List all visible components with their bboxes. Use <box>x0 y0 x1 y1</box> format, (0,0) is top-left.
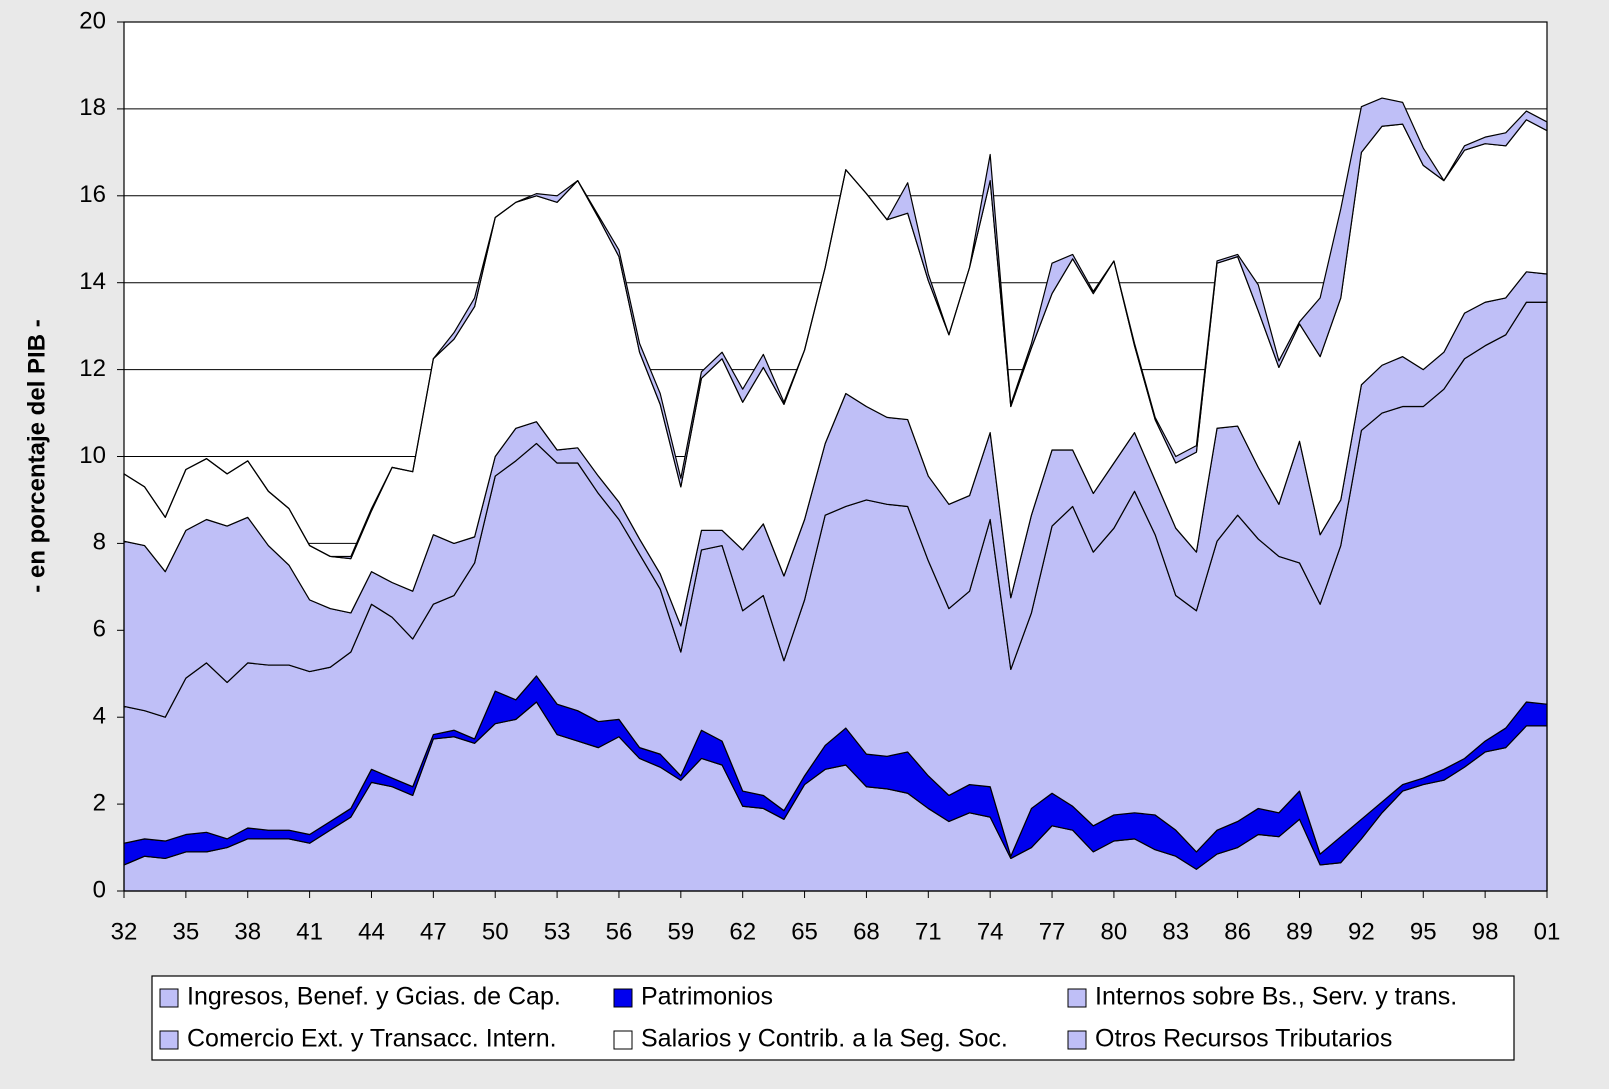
y-tick-label: 6 <box>93 616 106 643</box>
y-tick-label: 4 <box>93 703 106 730</box>
legend-swatch <box>159 1030 179 1050</box>
y-tick-label: 16 <box>79 181 106 208</box>
legend-swatch <box>159 988 179 1008</box>
legend-label: Ingresos, Benef. y Gcias. de Cap. <box>187 983 561 1011</box>
x-tick-label: 47 <box>420 918 447 945</box>
legend-label: Otros Recursos Tributarios <box>1095 1025 1392 1053</box>
y-tick-label: 20 <box>79 7 106 34</box>
y-tick-label: 0 <box>93 876 106 903</box>
y-tick-label: 8 <box>93 529 106 556</box>
plot-border <box>123 21 1548 892</box>
legend-box <box>151 975 1515 1061</box>
x-tick-label: 41 <box>296 918 323 945</box>
x-tick-label: 68 <box>853 918 880 945</box>
y-axis-title: - en porcentaje del PIB - <box>23 319 50 592</box>
legend-swatch <box>1067 1030 1087 1050</box>
x-tick-label: 56 <box>606 918 633 945</box>
x-tick-label: 32 <box>111 918 138 945</box>
legend-label: Salarios y Contrib. a la Seg. Soc. <box>641 1025 1008 1053</box>
y-tick-label: 10 <box>79 442 106 469</box>
x-tick-label: 01 <box>1534 918 1561 945</box>
x-tick-label: 65 <box>791 918 818 945</box>
legend-label: Comercio Ext. y Transacc. Intern. <box>187 1025 557 1053</box>
x-tick-label: 89 <box>1286 918 1313 945</box>
x-tick-label: 92 <box>1348 918 1375 945</box>
legend-swatch <box>613 988 633 1008</box>
y-tick-label: 12 <box>79 355 106 382</box>
x-tick-label: 77 <box>1039 918 1066 945</box>
y-tick-label: 14 <box>79 268 106 295</box>
legend-label: Internos sobre Bs., Serv. y trans. <box>1095 983 1457 1011</box>
x-tick-label: 71 <box>915 918 942 945</box>
x-tick-label: 98 <box>1472 918 1499 945</box>
x-tick-label: 35 <box>173 918 200 945</box>
legend-swatch <box>1067 988 1087 1008</box>
y-tick-label: 2 <box>93 789 106 816</box>
x-tick-label: 53 <box>544 918 571 945</box>
x-tick-label: 38 <box>234 918 261 945</box>
x-tick-label: 86 <box>1224 918 1251 945</box>
legend-swatch <box>613 1030 633 1050</box>
legend-label: Patrimonios <box>641 983 773 1011</box>
y-tick-label: 18 <box>79 94 106 121</box>
x-tick-label: 59 <box>667 918 694 945</box>
x-tick-label: 83 <box>1162 918 1189 945</box>
x-tick-label: 50 <box>482 918 509 945</box>
x-tick-label: 44 <box>358 918 385 945</box>
x-tick-label: 95 <box>1410 918 1437 945</box>
x-tick-label: 74 <box>977 918 1004 945</box>
x-tick-label: 80 <box>1101 918 1128 945</box>
x-tick-label: 62 <box>729 918 756 945</box>
